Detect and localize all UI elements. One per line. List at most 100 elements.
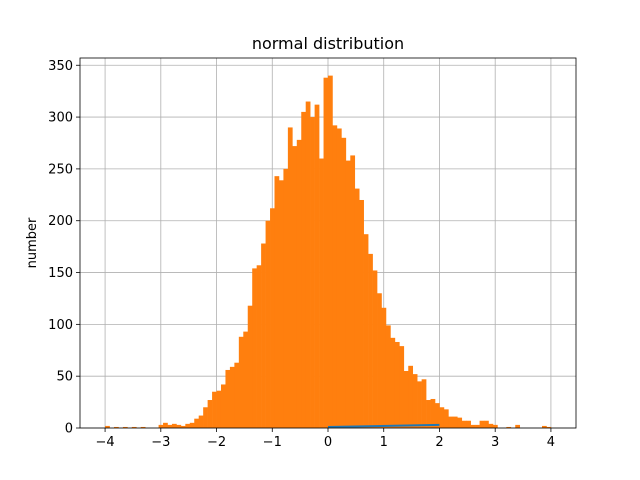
- x-tick-label: 1: [380, 435, 388, 450]
- x-tick-label: −3: [151, 435, 170, 450]
- x-tick-label: 3: [491, 435, 499, 450]
- histogram-bar: [292, 146, 298, 428]
- histogram-bar: [180, 425, 186, 428]
- histogram-bar: [412, 374, 418, 428]
- histogram-bar: [198, 415, 204, 428]
- histogram-bar: [484, 420, 489, 428]
- histogram-bar: [475, 424, 480, 428]
- histogram-bar: [430, 398, 436, 428]
- histogram-bar: [256, 265, 262, 428]
- histogram-bar: [207, 400, 213, 428]
- histogram-bar: [363, 234, 369, 428]
- histogram-bar: [479, 420, 485, 428]
- histogram-bars: [105, 75, 552, 429]
- histogram-bar: [421, 379, 427, 428]
- histogram-bar: [194, 418, 200, 428]
- histogram-bar: [234, 362, 240, 428]
- histogram-bar: [359, 199, 364, 428]
- histogram-bar: [328, 75, 333, 428]
- y-axis: 0 50 100 150 200 250 300 350: [48, 59, 80, 437]
- histogram-bar: [403, 370, 409, 428]
- line-series: [327, 423, 440, 428]
- histogram-bar: [461, 420, 467, 428]
- y-tick-label: 250: [48, 162, 73, 177]
- histogram-bar: [377, 293, 382, 428]
- histogram-bar: [488, 423, 494, 428]
- histogram-bar: [278, 180, 284, 428]
- histogram-bar: [131, 426, 137, 428]
- x-tick-label: 0: [324, 435, 332, 450]
- histogram-bar: [105, 425, 110, 428]
- chart-title: normal distribution: [252, 34, 404, 53]
- histogram-bar: [399, 346, 405, 428]
- histogram-bar: [225, 369, 231, 428]
- histogram-bar: [301, 111, 307, 428]
- x-tick-label: 4: [547, 435, 555, 450]
- histogram-bar: [113, 426, 119, 428]
- y-axis-label: number: [25, 217, 40, 268]
- histogram-bar: [466, 420, 471, 428]
- histogram-bar: [542, 425, 547, 428]
- histogram-bar: [216, 390, 222, 428]
- histogram-bar: [435, 403, 440, 428]
- y-tick-label: 200: [48, 214, 73, 229]
- histogram-bar: [336, 128, 342, 428]
- histogram-bar: [189, 422, 195, 428]
- histogram-bar: [185, 423, 191, 428]
- histogram-bar: [283, 168, 289, 428]
- histogram-bar: [426, 400, 431, 428]
- histogram-bar: [332, 125, 338, 428]
- histogram-bar: [203, 407, 208, 428]
- x-axis: −4 −3 −2 −1 0 1 2 3 4: [95, 428, 555, 450]
- histogram-bar: [243, 331, 249, 428]
- histogram-bar: [314, 104, 320, 428]
- histogram-bar: [470, 424, 476, 428]
- histogram-bar: [394, 341, 400, 428]
- histogram-bar: [229, 366, 235, 428]
- histogram-bar: [443, 409, 449, 428]
- histogram-bar: [220, 384, 226, 428]
- histogram-bar: [305, 101, 311, 428]
- y-tick-label: 300: [48, 111, 73, 126]
- histogram-bar: [350, 155, 356, 428]
- histogram-bar: [385, 325, 391, 428]
- histogram-bar: [452, 416, 458, 428]
- histogram-bar: [238, 336, 244, 428]
- histogram-bar: [296, 139, 302, 428]
- y-tick-label: 350: [48, 59, 73, 74]
- histogram-bar: [439, 407, 445, 428]
- histogram-bar: [354, 188, 360, 428]
- histogram-bar: [252, 268, 257, 428]
- histogram-bar: [265, 220, 271, 428]
- line-series-path: [327, 423, 440, 428]
- y-tick-label: 0: [65, 422, 73, 437]
- histogram-bar: [247, 305, 253, 428]
- histogram-bar: [274, 176, 280, 428]
- x-tick-label: −2: [207, 435, 226, 450]
- y-tick-label: 100: [48, 318, 73, 333]
- x-tick-label: −4: [95, 435, 114, 450]
- y-tick-label: 50: [56, 370, 73, 385]
- histogram-bar: [457, 417, 463, 428]
- histogram-bar: [515, 424, 521, 428]
- histogram-bar: [163, 422, 168, 428]
- histogram-bar: [167, 424, 173, 428]
- histogram-bar: [390, 337, 396, 428]
- histogram-bar: [372, 270, 378, 428]
- histogram-bar: [492, 424, 498, 428]
- histogram-bar: [319, 158, 324, 428]
- histogram-bar: [212, 391, 217, 428]
- histogram-bar: [261, 243, 266, 428]
- histogram-bar: [381, 307, 387, 428]
- histogram-bar: [417, 381, 422, 428]
- x-tick-label: 2: [435, 435, 443, 450]
- y-tick-label: 150: [48, 266, 73, 281]
- histogram-bar: [546, 426, 552, 428]
- histogram-bar: [506, 426, 512, 428]
- histogram-bar: [287, 127, 293, 429]
- histogram-bar: [345, 160, 351, 428]
- histogram-bar: [368, 253, 373, 428]
- histogram-bar: [270, 208, 275, 428]
- histogram-bar: [122, 426, 128, 428]
